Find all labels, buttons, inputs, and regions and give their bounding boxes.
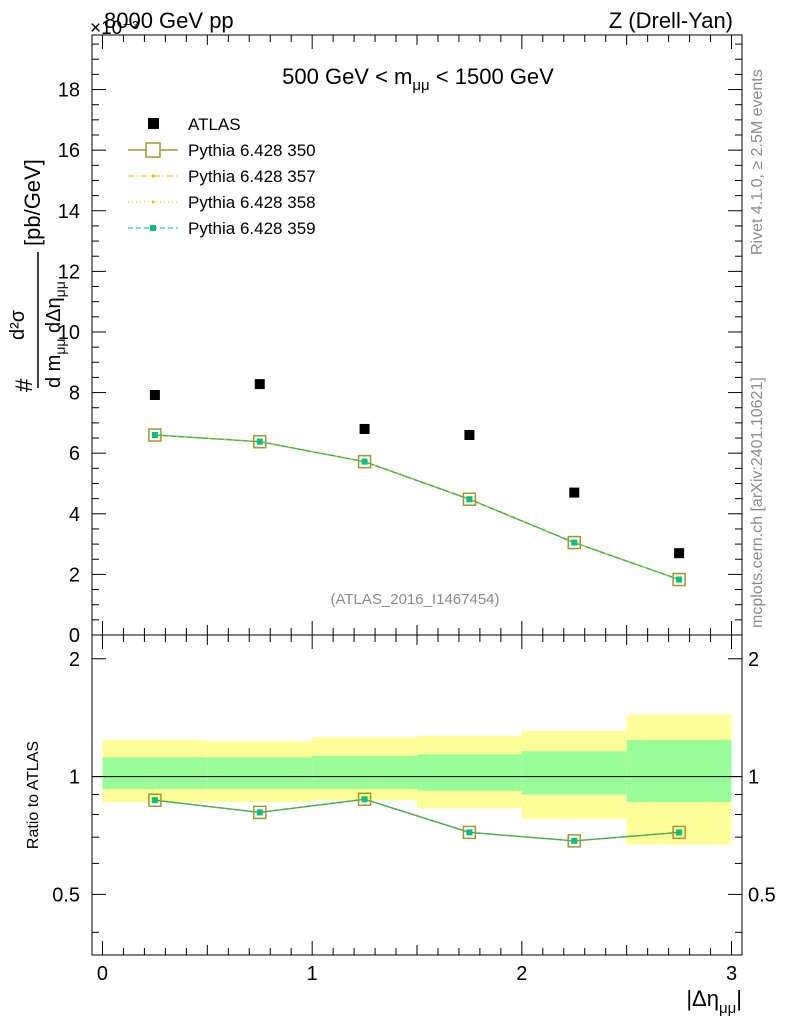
x-tick-label: 3: [726, 963, 737, 985]
svg-text:d mμμ dΔημμ: d mμμ dΔημμ: [43, 281, 68, 388]
point-pythia-350: [357, 454, 372, 469]
x-tick-label: 0: [97, 963, 108, 985]
ratio-point-pythia-350: [567, 834, 582, 848]
svg-text:#: #: [11, 378, 38, 392]
point-pythia-359: [676, 576, 683, 583]
y-tick-label: 18: [58, 80, 80, 102]
analysis-id: (ATLAS_2016_I1467454): [330, 591, 499, 608]
point-atlas: [359, 423, 370, 434]
point-atlas: [149, 390, 160, 400]
y-tick-label: 6: [69, 443, 80, 465]
x-tick-label: 1: [307, 963, 318, 985]
ratio-point-pythia-350: [462, 825, 477, 840]
ratio-y-tick-label-right: 0.5: [748, 884, 776, 906]
legend-marker-atlas: [148, 118, 159, 129]
ratio-point-pythia-359: [151, 797, 158, 804]
legend-marker-dot: [151, 174, 155, 178]
series-line-pythia-358: [154, 434, 680, 581]
ratio-point-pythia-350: [357, 792, 372, 807]
point-pythia-359: [571, 539, 578, 546]
point-pythia-359: [256, 438, 263, 445]
ratio-point-pythia-350: [672, 825, 686, 840]
ratio-band-stat: [417, 754, 522, 791]
main-series: [148, 379, 686, 587]
point-pythia-350: [252, 434, 267, 449]
ratio-line-pythia-359: [154, 798, 680, 842]
legend-marker-dot: [151, 200, 155, 204]
ratio-point-pythia-359: [256, 809, 263, 816]
ratio-point-pythia-359: [361, 796, 368, 803]
rivet-label: Rivet 4.1.0, ≥ 2.5M events: [749, 69, 766, 255]
y-tick-label: 14: [58, 201, 80, 223]
y-tick-label: 4: [69, 504, 80, 526]
ratio-point-pythia-359: [676, 829, 683, 836]
point-pythia-350: [567, 535, 582, 550]
energy-label: 8000 GeV pp: [104, 8, 234, 33]
svg-text:d²σ: d²σ: [7, 309, 29, 340]
legend-label: Pythia 6.428 359: [188, 219, 316, 238]
ratio-y-tick-label: 2: [69, 649, 80, 671]
legend-marker-open-square: [145, 142, 161, 158]
y-axis-label-ratio: Ratio to ATLAS: [25, 741, 42, 849]
x-axis-label: |Δημμ|: [686, 986, 742, 1017]
y-axis-label-main: # d²σ d mμμ dΔημμ [pb/GeV]: [7, 159, 68, 392]
legend-marker-square: [150, 225, 156, 231]
ratio-bands: [102, 714, 732, 845]
y-tick-label: 16: [58, 140, 80, 162]
ratio-band-stat: [102, 757, 208, 789]
process-label: Z (Drell-Yan): [609, 8, 733, 33]
y-tick-label: 2: [69, 564, 80, 586]
point-pythia-359: [151, 432, 158, 438]
point-atlas: [464, 430, 475, 440]
x-tick-label: 2: [516, 963, 527, 985]
y-axis-unit: [pb/GeV]: [20, 159, 45, 246]
mcplots-label: mcplots.cern.ch [arXiv:2401.10621]: [749, 377, 766, 628]
point-atlas: [254, 379, 265, 390]
ratio-series: [148, 792, 686, 848]
ratio-y-tick-label: 1: [69, 767, 80, 789]
legend-label: ATLAS: [188, 115, 241, 134]
legend-label: Pythia 6.428 357: [188, 167, 316, 186]
exponent-label: ×10⁻³: [90, 18, 139, 39]
series-line-pythia-350: [154, 434, 680, 581]
ratio-y-tick-label-right: 1: [748, 767, 759, 789]
y-tick-label: 12: [58, 261, 80, 283]
ratio-band-stat: [626, 740, 732, 803]
ratio-band-stat: [312, 755, 417, 789]
y-tick-label: 10: [58, 322, 80, 344]
series-line-pythia-357: [154, 434, 680, 581]
point-pythia-359: [466, 496, 473, 503]
ratio-y-tick-label: 0.5: [52, 884, 80, 906]
ratio-point-pythia-350: [148, 793, 162, 807]
mass-window-title: 500 GeV < mμμ < 1500 GeV: [282, 64, 554, 94]
ratio-y-tick-label-right: 2: [748, 649, 759, 671]
series-line-pythia-359: [154, 434, 680, 581]
legend-label: Pythia 6.428 358: [188, 193, 316, 212]
ratio-point-pythia-350: [252, 805, 267, 820]
point-pythia-350: [672, 572, 686, 587]
point-atlas: [674, 548, 685, 559]
ratio-band-stat: [521, 751, 627, 795]
legend-label: Pythia 6.428 350: [188, 141, 316, 160]
point-pythia-350: [462, 492, 477, 506]
ratio-point-pythia-359: [466, 829, 473, 836]
ratio-band-stat: [207, 757, 313, 789]
point-pythia-359: [361, 458, 368, 465]
point-atlas: [569, 487, 580, 498]
point-pythia-350: [148, 428, 162, 442]
y-tick-label: 8: [69, 383, 80, 405]
y-tick-label: 0: [69, 625, 80, 647]
ratio-point-pythia-359: [571, 837, 578, 844]
legend: ATLAS Pythia 6.428 350 Pythia 6.428 357 Pyt…: [128, 115, 316, 238]
